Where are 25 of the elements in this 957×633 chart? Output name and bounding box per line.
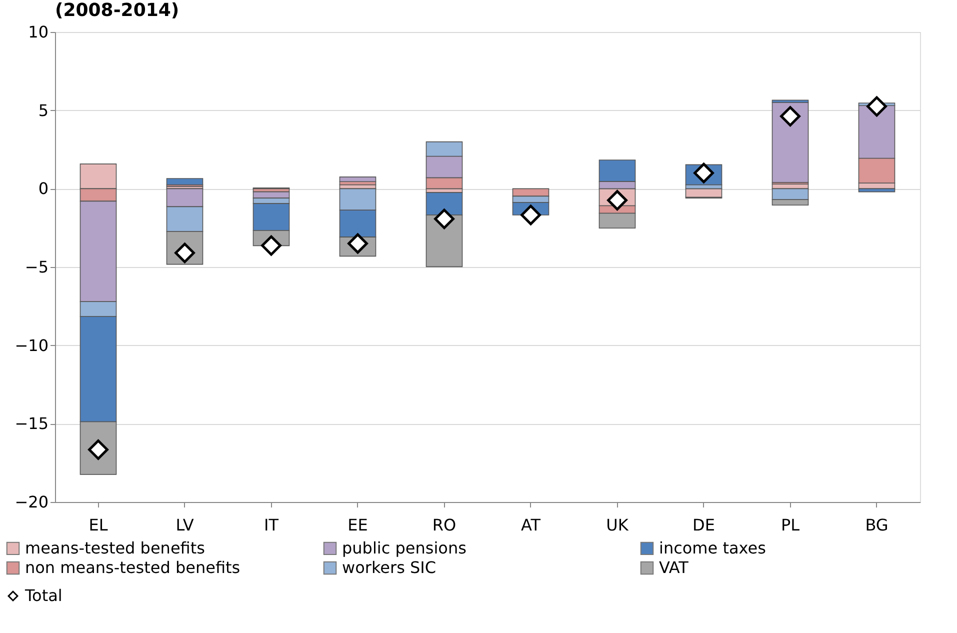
y-tick-label: −15 (14, 414, 48, 434)
y-tick-label: 0 (38, 179, 48, 198)
y-tick-label: −10 (14, 336, 48, 355)
legend-label: means-tested benefits (25, 538, 205, 558)
y-tick-label: 10 (28, 22, 48, 42)
legend-label: VAT (659, 558, 689, 577)
x-tick-label: IT (264, 516, 279, 534)
legend-label: non means-tested benefits (25, 558, 240, 577)
x-tick-label: BG (865, 516, 888, 534)
y-tick-label: −20 (14, 492, 48, 512)
x-tick-label: RO (432, 516, 456, 534)
x-tick-label: EE (348, 516, 368, 534)
legend-label: Total (24, 586, 62, 605)
legend-label: workers SIC (342, 558, 436, 577)
x-tick-label: UK (606, 516, 629, 534)
legend-label: public pensions (342, 538, 466, 558)
y-tick-label: −5 (24, 258, 48, 276)
x-tick-label: EL (88, 516, 108, 534)
x-tick-label: LV (176, 516, 194, 534)
y-tick-label: 5 (38, 100, 48, 120)
x-tick-label: PL (780, 516, 800, 534)
x-tick-label: DE (692, 516, 715, 534)
legend-label: income taxes (659, 538, 766, 558)
chart-title: (2008-2014) (55, 0, 180, 21)
x-tick-label: AT (521, 516, 541, 534)
